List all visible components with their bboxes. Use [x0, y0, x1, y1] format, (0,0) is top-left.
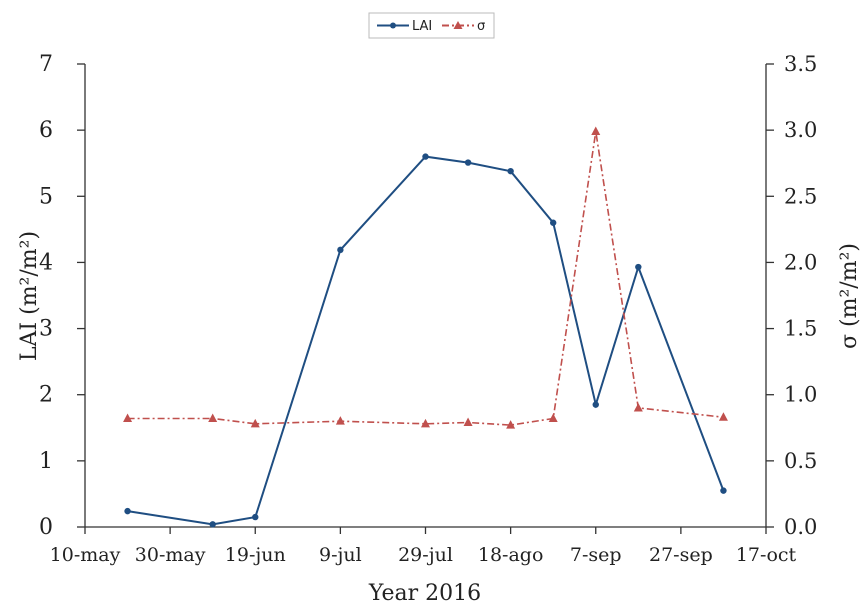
y-tick-label: 7: [39, 52, 53, 77]
x-tick-label: 18-ago: [478, 544, 544, 566]
y-tick-label: 1: [39, 449, 53, 474]
x-tick-label: 29-jul: [398, 544, 453, 566]
series-1-point: [633, 402, 643, 412]
series-1-point: [250, 418, 260, 428]
series-0-point: [252, 513, 259, 521]
legend-lai-label: LAI: [412, 19, 432, 34]
x-tick-label: 30-may: [135, 544, 206, 566]
x-tick-label: 19-jun: [225, 544, 286, 566]
y-ticks: 0 1 2 3 4 5 6 7: [39, 52, 85, 540]
series-1-point: [123, 413, 133, 423]
series-1-point: [421, 418, 430, 428]
series-0-point: [337, 246, 344, 254]
series-1-point: [208, 413, 218, 423]
x-ticks: 10-may 30-may 19-jun 9-jul 29-jul 18-ago 7-sep…: [50, 527, 797, 566]
series-0-point: [720, 487, 727, 494]
legend-sigma-label: σ: [477, 19, 485, 34]
y-tick-label: 4: [39, 250, 53, 275]
x-tick-label: 9-jul: [319, 544, 362, 566]
y2-tick-label: 3.5: [784, 52, 817, 76]
series-0-point: [464, 159, 472, 166]
legend: LAI σ: [368, 12, 495, 39]
y-tick-label: 5: [39, 184, 53, 209]
x-axis-title: Year 2016: [368, 581, 481, 605]
y-tick-label: 6: [39, 118, 53, 143]
series-0-point: [635, 263, 642, 271]
series-0-point: [124, 507, 131, 515]
series-1-point: [463, 417, 473, 426]
series-line-0: [127, 155, 725, 526]
x-tick-label: 27-sep: [649, 544, 713, 566]
legend-sigma-marker: [453, 21, 463, 29]
y2-tick-label: 1.0: [784, 383, 817, 407]
series-1-point: [718, 412, 728, 421]
y2-ticks: 0.0 0.5 1.0 1.5 2.0 2.5 3.0 3.5: [766, 52, 817, 539]
y2-tick-label: 0.0: [784, 515, 817, 539]
y2-tick-label: 1.5: [784, 317, 817, 341]
y-axis-title: LAI (m²/m²): [17, 231, 42, 361]
series-1-point: [506, 420, 516, 429]
y-tick-label: 0: [39, 515, 53, 540]
y2-tick-label: 2.0: [784, 250, 817, 274]
x-tick-label: 10-may: [50, 544, 121, 566]
series-0-point: [507, 167, 514, 175]
series-layer: [123, 126, 728, 528]
axes: [84, 64, 767, 528]
series-1-point: [335, 416, 345, 425]
y-tick-label: 3: [39, 317, 53, 342]
y2-tick-label: 3.0: [784, 118, 817, 142]
series-0-point: [592, 401, 599, 408]
series-0-point: [422, 153, 429, 160]
y2-tick-label: 0.5: [784, 449, 817, 473]
y2-axis-title: σ (m²/m²): [837, 243, 861, 349]
series-1-point: [548, 413, 558, 423]
series-1-point: [591, 126, 601, 135]
x-tick-label: 7-sep: [570, 544, 622, 566]
series-0-point: [549, 219, 557, 226]
y2-tick-label: 2.5: [784, 184, 817, 208]
series-0-point: [209, 521, 216, 528]
y-tick-label: 2: [39, 383, 53, 408]
x-tick-label: 17-oct: [736, 544, 797, 566]
legend-lai-marker: [390, 22, 396, 29]
